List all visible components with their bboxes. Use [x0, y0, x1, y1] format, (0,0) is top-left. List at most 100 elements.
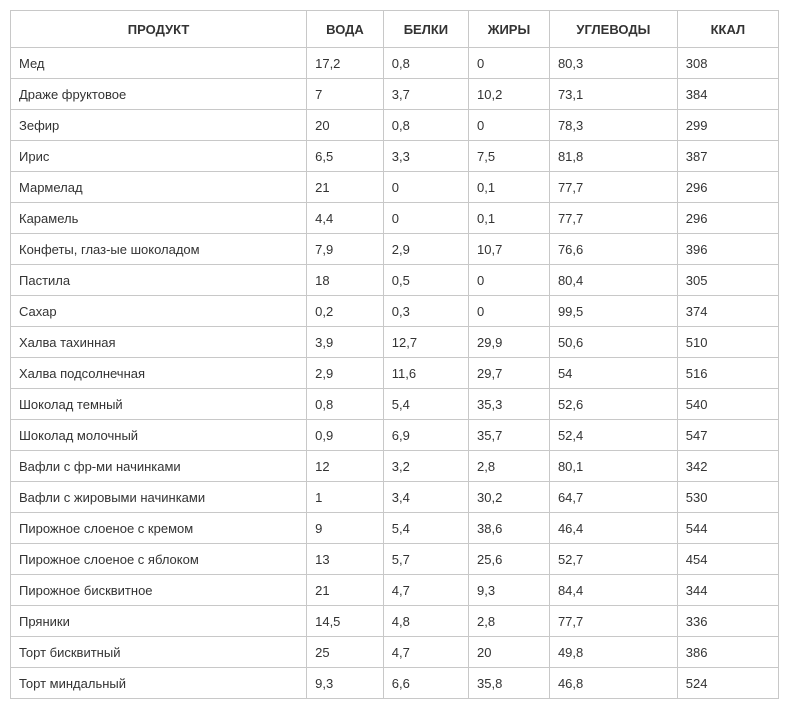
cell-kcal: 386 — [677, 637, 778, 668]
cell-fat: 0 — [469, 48, 550, 79]
cell-kcal: 524 — [677, 668, 778, 699]
cell-fat: 20 — [469, 637, 550, 668]
cell-product: Зефир — [11, 110, 307, 141]
cell-kcal: 374 — [677, 296, 778, 327]
col-header-protein: БЕЛКИ — [383, 11, 468, 48]
cell-protein: 0,8 — [383, 110, 468, 141]
cell-carb: 99,5 — [549, 296, 677, 327]
col-header-water: ВОДА — [307, 11, 384, 48]
cell-product: Пряники — [11, 606, 307, 637]
cell-carb: 81,8 — [549, 141, 677, 172]
table-row: Мармелад2100,177,7296 — [11, 172, 779, 203]
cell-carb: 46,8 — [549, 668, 677, 699]
cell-kcal: 305 — [677, 265, 778, 296]
cell-water: 2,9 — [307, 358, 384, 389]
table-header-row: ПРОДУКТ ВОДА БЕЛКИ ЖИРЫ УГЛЕВОДЫ ККАЛ — [11, 11, 779, 48]
cell-protein: 5,4 — [383, 389, 468, 420]
cell-carb: 78,3 — [549, 110, 677, 141]
table-row: Ирис6,53,37,581,8387 — [11, 141, 779, 172]
cell-fat: 10,2 — [469, 79, 550, 110]
cell-carb: 80,3 — [549, 48, 677, 79]
cell-fat: 29,7 — [469, 358, 550, 389]
cell-product: Карамель — [11, 203, 307, 234]
cell-water: 18 — [307, 265, 384, 296]
cell-fat: 25,6 — [469, 544, 550, 575]
cell-protein: 5,7 — [383, 544, 468, 575]
cell-water: 12 — [307, 451, 384, 482]
cell-fat: 7,5 — [469, 141, 550, 172]
cell-water: 9 — [307, 513, 384, 544]
cell-product: Торт бисквитный — [11, 637, 307, 668]
table-row: Пирожное бисквитное214,79,384,4344 — [11, 575, 779, 606]
table-row: Конфеты, глаз-ые шоколадом7,92,910,776,6… — [11, 234, 779, 265]
cell-product: Мармелад — [11, 172, 307, 203]
cell-kcal: 454 — [677, 544, 778, 575]
table-row: Мед17,20,8080,3308 — [11, 48, 779, 79]
table-row: Зефир200,8078,3299 — [11, 110, 779, 141]
table-row: Пирожное слоеное с кремом95,438,646,4544 — [11, 513, 779, 544]
cell-product: Пирожное слоеное с кремом — [11, 513, 307, 544]
cell-kcal: 344 — [677, 575, 778, 606]
cell-protein: 0,3 — [383, 296, 468, 327]
table-body: Мед17,20,8080,3308Драже фруктовое73,710,… — [11, 48, 779, 699]
table-row: Вафли с фр-ми начинками123,22,880,1342 — [11, 451, 779, 482]
cell-protein: 4,8 — [383, 606, 468, 637]
cell-carb: 80,4 — [549, 265, 677, 296]
cell-water: 14,5 — [307, 606, 384, 637]
cell-protein: 6,9 — [383, 420, 468, 451]
cell-kcal: 384 — [677, 79, 778, 110]
cell-protein: 3,4 — [383, 482, 468, 513]
table-row: Торт бисквитный254,72049,8386 — [11, 637, 779, 668]
cell-water: 6,5 — [307, 141, 384, 172]
cell-product: Шоколад молочный — [11, 420, 307, 451]
cell-fat: 10,7 — [469, 234, 550, 265]
cell-carb: 80,1 — [549, 451, 677, 482]
cell-water: 21 — [307, 575, 384, 606]
cell-water: 20 — [307, 110, 384, 141]
cell-water: 21 — [307, 172, 384, 203]
cell-carb: 77,7 — [549, 606, 677, 637]
cell-kcal: 299 — [677, 110, 778, 141]
cell-water: 25 — [307, 637, 384, 668]
cell-water: 4,4 — [307, 203, 384, 234]
cell-water: 7,9 — [307, 234, 384, 265]
table-row: Шоколад молочный0,96,935,752,4547 — [11, 420, 779, 451]
cell-water: 0,8 — [307, 389, 384, 420]
cell-kcal: 336 — [677, 606, 778, 637]
cell-carb: 77,7 — [549, 203, 677, 234]
cell-kcal: 544 — [677, 513, 778, 544]
cell-fat: 35,3 — [469, 389, 550, 420]
cell-fat: 0 — [469, 110, 550, 141]
cell-product: Торт миндальный — [11, 668, 307, 699]
cell-kcal: 510 — [677, 327, 778, 358]
col-header-carb: УГЛЕВОДЫ — [549, 11, 677, 48]
cell-kcal: 342 — [677, 451, 778, 482]
table-row: Халва тахинная3,912,729,950,6510 — [11, 327, 779, 358]
cell-protein: 0 — [383, 172, 468, 203]
cell-carb: 50,6 — [549, 327, 677, 358]
cell-carb: 54 — [549, 358, 677, 389]
cell-protein: 5,4 — [383, 513, 468, 544]
cell-carb: 52,4 — [549, 420, 677, 451]
col-header-fat: ЖИРЫ — [469, 11, 550, 48]
cell-kcal: 516 — [677, 358, 778, 389]
cell-product: Пирожное бисквитное — [11, 575, 307, 606]
cell-fat: 0,1 — [469, 172, 550, 203]
cell-carb: 49,8 — [549, 637, 677, 668]
cell-carb: 73,1 — [549, 79, 677, 110]
cell-water: 7 — [307, 79, 384, 110]
cell-product: Мед — [11, 48, 307, 79]
cell-protein: 11,6 — [383, 358, 468, 389]
cell-kcal: 547 — [677, 420, 778, 451]
table-row: Вафли с жировыми начинками13,430,264,753… — [11, 482, 779, 513]
cell-protein: 0,5 — [383, 265, 468, 296]
cell-water: 17,2 — [307, 48, 384, 79]
col-header-kcal: ККАЛ — [677, 11, 778, 48]
cell-product: Драже фруктовое — [11, 79, 307, 110]
cell-kcal: 540 — [677, 389, 778, 420]
cell-kcal: 308 — [677, 48, 778, 79]
cell-water: 9,3 — [307, 668, 384, 699]
cell-carb: 77,7 — [549, 172, 677, 203]
cell-fat: 35,7 — [469, 420, 550, 451]
cell-protein: 0 — [383, 203, 468, 234]
